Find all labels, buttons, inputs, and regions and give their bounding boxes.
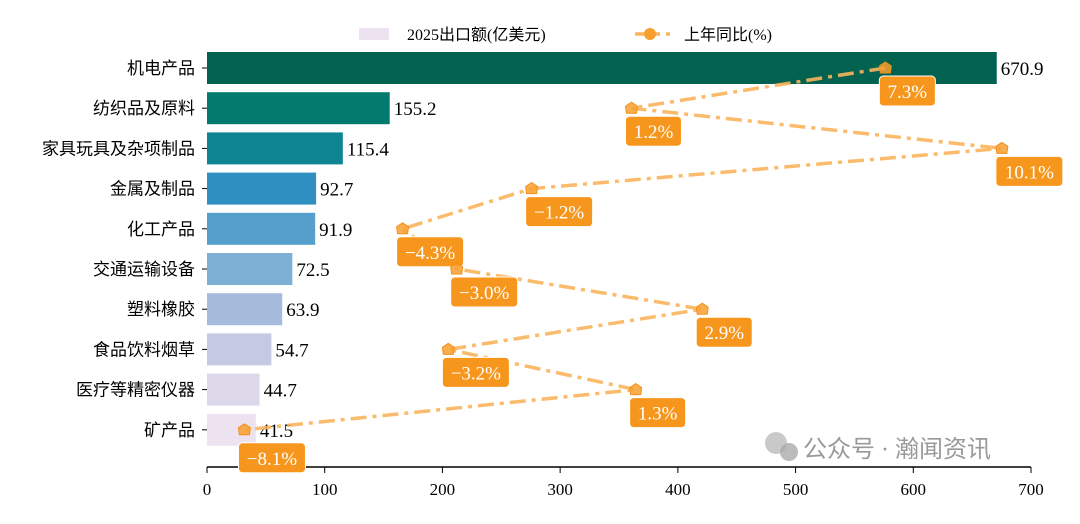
x-tick-label: 100 (312, 480, 338, 499)
y-tick-label: 化工产品 (127, 220, 195, 239)
yoy-marker (624, 101, 639, 114)
yoy-marker (525, 181, 539, 195)
watermark: 公众号 · 瀚闻资讯 (803, 436, 991, 463)
yoy-label-box (237, 442, 306, 474)
yoy-label-box (396, 236, 465, 268)
x-tick-label: 500 (783, 480, 809, 499)
y-tick-label: 塑料橡胶 (127, 300, 195, 319)
bar (207, 52, 997, 84)
yoy-label-box (695, 316, 753, 348)
yoy-label: −3.2% (451, 363, 501, 384)
y-tick-label: 机电产品 (127, 59, 195, 78)
yoy-marker (629, 382, 643, 396)
bar-value-label: 54.7 (275, 340, 308, 361)
yoy-label: 2.9% (704, 323, 744, 344)
bar-value-label: 91.9 (319, 220, 352, 241)
yoy-label: 1.2% (634, 122, 674, 143)
bar (207, 212, 316, 245)
yoy-marker (450, 262, 464, 275)
bar-value-label: 63.9 (286, 300, 319, 321)
yoy-label-box (525, 196, 594, 228)
yoy-label: −4.3% (405, 243, 455, 264)
bar-value-label: 72.5 (296, 260, 329, 281)
yoy-label: 1.3% (638, 404, 678, 425)
x-tick-label: 700 (1018, 480, 1044, 499)
x-tick-label: 200 (430, 480, 456, 499)
legend-bar-label: 2025出口额(亿美元) (407, 26, 546, 44)
legend-line-label: 上年同比(%) (684, 26, 772, 44)
y-tick-label: 交通运输设备 (93, 260, 195, 279)
y-tick-label: 纺织品及原料 (93, 99, 195, 118)
bar (207, 333, 272, 366)
yoy-marker (878, 61, 892, 74)
bar (207, 253, 293, 285)
bar (207, 172, 317, 205)
bar-value-label: 670.9 (1001, 59, 1044, 80)
legend-bar-swatch (359, 28, 389, 40)
bar-value-label: 115.4 (347, 139, 390, 160)
yoy-label: −8.1% (247, 449, 297, 470)
legend-line-marker (644, 28, 656, 40)
y-tick-label: 矿产品 (144, 421, 195, 440)
yoy-label-box (629, 397, 687, 429)
y-tick-label: 医疗等精密仪器 (76, 381, 195, 400)
yoy-marker (237, 423, 251, 436)
yoy-label-box (624, 115, 682, 147)
wechat-icon-bubble (780, 443, 798, 461)
y-tick-label: 金属及制品 (110, 180, 195, 199)
yoy-marker (995, 141, 1009, 154)
x-tick-label: 0 (203, 480, 212, 499)
bar (207, 132, 343, 165)
x-tick-label: 400 (665, 480, 691, 499)
yoy-label: 7.3% (888, 82, 928, 103)
x-tick-label: 600 (901, 480, 927, 499)
x-tick-label: 300 (547, 480, 573, 499)
yoy-label-box (450, 276, 519, 308)
bar-value-label: 92.7 (320, 180, 353, 201)
yoy-label-box (995, 155, 1064, 187)
bar (207, 92, 390, 125)
yoy-label: −1.2% (534, 203, 584, 224)
yoy-label: 10.1% (1005, 162, 1054, 183)
yoy-label: −3.0% (459, 283, 509, 304)
yoy-label-box (441, 356, 510, 388)
bar (207, 293, 283, 326)
yoy-marker (441, 342, 455, 355)
y-tick-label: 食品饮料烟草 (93, 340, 195, 359)
bar-value-label: 44.7 (264, 381, 297, 402)
yoy-label-box (878, 75, 936, 107)
yoy-marker (695, 302, 709, 315)
y-tick-label: 家具玩具及杂项制品 (42, 139, 195, 158)
yoy-marker (396, 222, 410, 235)
bar-value-label: 155.2 (394, 99, 437, 120)
bar (207, 373, 260, 406)
